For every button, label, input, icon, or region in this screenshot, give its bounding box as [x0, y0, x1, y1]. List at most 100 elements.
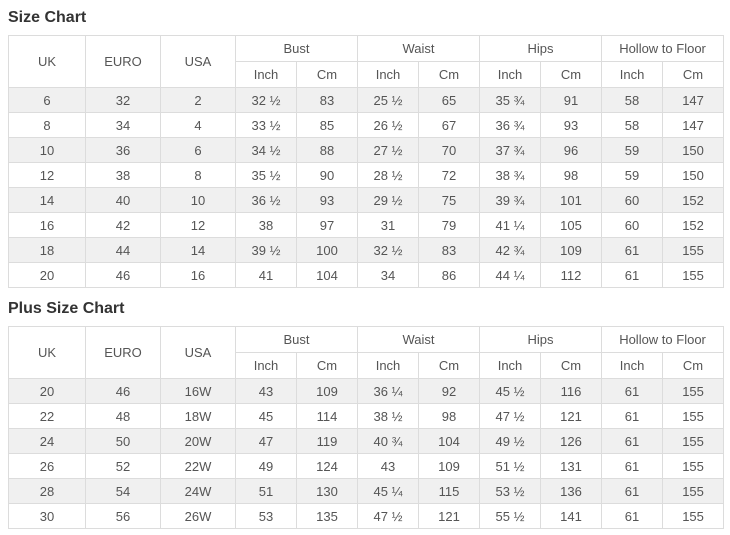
header-unit-cell: Inch [235, 352, 297, 379]
table-cell: 43 [235, 378, 297, 404]
table-cell: 105 [540, 212, 603, 238]
table-cell: 44 ¼ [479, 262, 542, 288]
table-cell: 155 [662, 478, 725, 504]
table-cell: 45 ½ [479, 378, 542, 404]
table-cell: 53 [235, 503, 297, 529]
header-unit-cell: Inch [235, 61, 297, 88]
table-cell: 98 [418, 403, 481, 429]
header-unit-cell: Cm [418, 61, 481, 88]
header-row-units: Inch Cm Inch Cm Inch Cm Inch Cm [9, 61, 725, 88]
table-cell: 61 [601, 453, 664, 479]
table-cell: 34 [357, 262, 420, 288]
table-cell: 59 [601, 137, 664, 163]
header-cell: USA [160, 35, 236, 88]
plus-size-chart-title: Plus Size Chart [8, 300, 125, 317]
table-cell: 60 [601, 187, 664, 213]
table-cell: 46 [85, 262, 161, 288]
table-cell: 55 ½ [479, 503, 542, 529]
table-cell: 155 [662, 503, 725, 529]
table-cell: 12 [160, 212, 236, 238]
table-cell: 41 ¼ [479, 212, 542, 238]
table-cell: 39 ½ [235, 237, 297, 263]
table-cell: 14 [160, 237, 236, 263]
table-cell: 65 [418, 87, 481, 113]
header-cell: UK [8, 35, 86, 88]
table-cell: 22 [8, 403, 86, 429]
table-cell: 131 [540, 453, 603, 479]
table-cell: 24W [160, 478, 236, 504]
table-cell: 135 [295, 503, 359, 529]
table-cell: 75 [418, 187, 481, 213]
table-cell: 109 [540, 237, 603, 263]
table-cell: 155 [662, 428, 725, 454]
header-unit-cell: Cm [540, 352, 603, 379]
table-cell: 61 [601, 378, 664, 404]
table-row: 26 52 22W 49 124 43 109 51 ½ 131 61 155 [8, 453, 725, 479]
table-cell: 61 [601, 503, 664, 529]
table-row: 30 56 26W 53 135 47 ½ 121 55 ½ 141 61 155 [8, 503, 725, 529]
table-cell: 72 [418, 162, 481, 188]
table-cell: 104 [418, 428, 481, 454]
table-cell: 12 [8, 162, 86, 188]
header-unit-cell: Inch [357, 352, 420, 379]
table-cell: 16 [160, 262, 236, 288]
table-cell: 98 [540, 162, 603, 188]
table-cell: 38 ¾ [479, 162, 542, 188]
table-cell: 36 ½ [235, 187, 297, 213]
table-cell: 22W [160, 453, 236, 479]
table-cell: 14 [8, 187, 86, 213]
table-cell: 152 [662, 212, 725, 238]
table-cell: 2 [160, 87, 236, 113]
table-cell: 61 [601, 428, 664, 454]
header-unit-cell: Cm [295, 61, 359, 88]
table-cell: 38 [235, 212, 297, 238]
header-cell: USA [160, 326, 236, 379]
table-row: 12 38 8 35 ½ 90 28 ½ 72 38 ¾ 98 59 150 [8, 162, 725, 188]
header-unit-cell: Cm [295, 352, 359, 379]
table-cell: 155 [662, 403, 725, 429]
table-row: 28 54 24W 51 130 45 ¼ 115 53 ½ 136 61 155 [8, 478, 725, 504]
header-unit-cell: Cm [418, 352, 481, 379]
table-cell: 50 [85, 428, 161, 454]
size-chart-title: Size Chart [8, 9, 87, 26]
table-cell: 51 [235, 478, 297, 504]
table-cell: 16W [160, 378, 236, 404]
table-cell: 152 [662, 187, 725, 213]
table-cell: 112 [540, 262, 603, 288]
header-unit-cell: Inch [601, 61, 664, 88]
table-cell: 93 [540, 112, 603, 138]
table-cell: 30 [8, 503, 86, 529]
table-cell: 46 [85, 378, 161, 404]
table-cell: 26 [8, 453, 86, 479]
table-cell: 101 [540, 187, 603, 213]
table-cell: 59 [601, 162, 664, 188]
table-cell: 47 [235, 428, 297, 454]
table-cell: 67 [418, 112, 481, 138]
table-cell: 47 ½ [357, 503, 420, 529]
header-unit-cell: Cm [662, 352, 725, 379]
table-cell: 91 [540, 87, 603, 113]
table-cell: 150 [662, 137, 725, 163]
table-cell: 10 [8, 137, 86, 163]
header-unit-cell: Inch [479, 352, 542, 379]
table-cell: 34 [85, 112, 161, 138]
header-unit-cell: Inch [479, 61, 542, 88]
table-cell: 115 [418, 478, 481, 504]
table-cell: 8 [160, 162, 236, 188]
table-cell: 6 [160, 137, 236, 163]
table-cell: 43 [357, 453, 420, 479]
table-cell: 100 [295, 237, 359, 263]
table-cell: 44 [85, 237, 161, 263]
table-cell: 88 [295, 137, 359, 163]
table-row: 22 48 18W 45 114 38 ½ 98 47 ½ 121 61 155 [8, 403, 725, 429]
table-cell: 37 ¾ [479, 137, 542, 163]
table-cell: 58 [601, 87, 664, 113]
table-cell: 38 ½ [357, 403, 420, 429]
header-cell: EURO [85, 35, 161, 88]
table-cell: 61 [601, 262, 664, 288]
table-row: 18 44 14 39 ½ 100 32 ½ 83 42 ¾ 109 61 155 [8, 237, 725, 263]
table-cell: 119 [295, 428, 359, 454]
table-cell: 79 [418, 212, 481, 238]
table-cell: 109 [418, 453, 481, 479]
